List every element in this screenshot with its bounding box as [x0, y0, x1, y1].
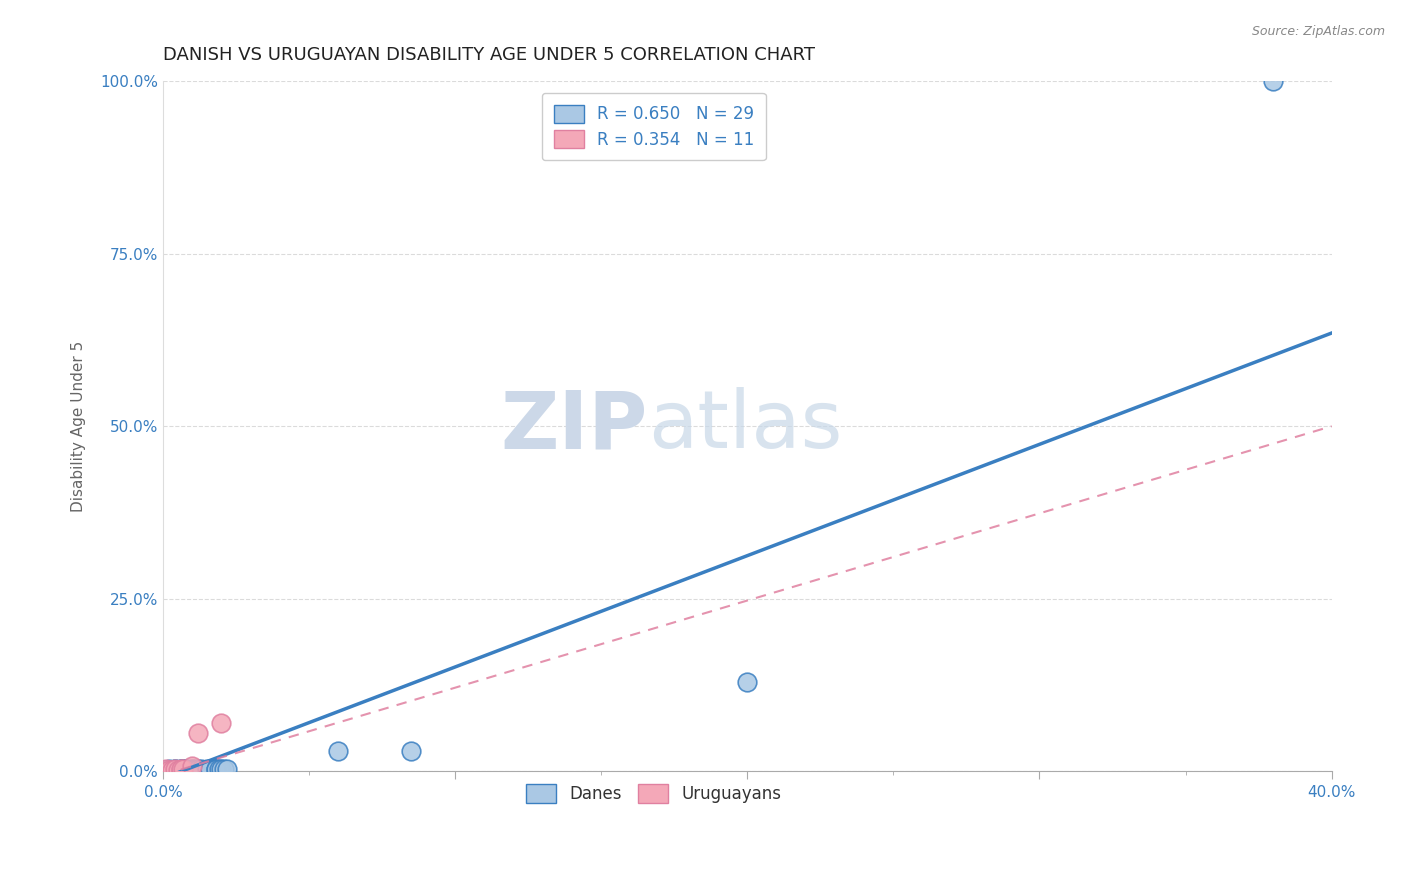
Point	[737, 674, 759, 689]
Point	[160, 763, 183, 777]
Text: atlas: atlas	[648, 387, 842, 466]
Point	[187, 762, 209, 776]
Y-axis label: Disability Age Under 5: Disability Age Under 5	[72, 341, 86, 512]
Point	[176, 762, 198, 776]
Point	[179, 763, 201, 777]
Point	[163, 762, 186, 776]
Point	[214, 762, 236, 776]
Point	[157, 763, 180, 777]
Point	[169, 762, 191, 776]
Point	[209, 716, 232, 731]
Point	[166, 763, 188, 777]
Point	[204, 762, 226, 776]
Point	[184, 762, 207, 776]
Point	[207, 762, 229, 776]
Point	[169, 763, 191, 777]
Point	[198, 762, 221, 776]
Point	[1263, 74, 1285, 88]
Point	[169, 762, 191, 776]
Point	[157, 762, 180, 776]
Text: DANISH VS URUGUAYAN DISABILITY AGE UNDER 5 CORRELATION CHART: DANISH VS URUGUAYAN DISABILITY AGE UNDER…	[163, 46, 815, 64]
Point	[195, 762, 218, 776]
Point	[181, 762, 204, 776]
Point	[181, 759, 204, 773]
Point	[187, 726, 209, 740]
Point	[155, 762, 177, 776]
Point	[163, 762, 186, 776]
Point	[163, 762, 186, 776]
Point	[204, 762, 226, 776]
Point	[176, 762, 198, 776]
Point	[217, 762, 239, 776]
Text: Source: ZipAtlas.com: Source: ZipAtlas.com	[1251, 25, 1385, 38]
Text: ZIP: ZIP	[501, 387, 648, 466]
Point	[166, 763, 188, 777]
Point	[209, 762, 232, 776]
Point	[401, 744, 423, 758]
Point	[328, 744, 350, 758]
Legend: Danes, Uruguayans: Danes, Uruguayans	[515, 772, 793, 814]
Point	[181, 762, 204, 776]
Point	[169, 762, 191, 776]
Point	[155, 763, 177, 777]
Point	[172, 762, 194, 776]
Point	[172, 762, 194, 776]
Point	[190, 762, 212, 776]
Point	[160, 763, 183, 777]
